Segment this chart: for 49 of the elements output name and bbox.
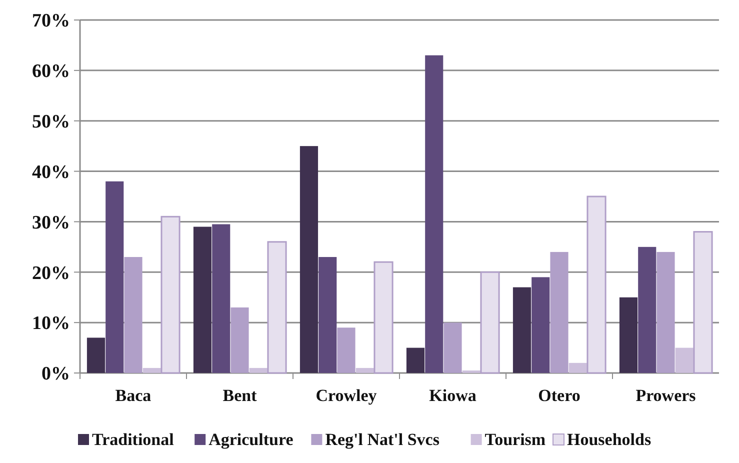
bar bbox=[318, 257, 337, 373]
bar bbox=[86, 338, 106, 373]
legend-label: Traditional bbox=[92, 430, 174, 449]
y-tick-label: 60% bbox=[32, 61, 70, 82]
x-tick-label: Otero bbox=[538, 386, 580, 405]
bar bbox=[675, 348, 694, 373]
bar bbox=[106, 181, 124, 373]
legend-label: Agriculture bbox=[208, 430, 294, 449]
x-tick-label: Bent bbox=[222, 386, 258, 405]
bar bbox=[142, 368, 161, 373]
bar bbox=[267, 241, 287, 374]
bar bbox=[193, 226, 212, 373]
bar bbox=[337, 328, 356, 373]
bar bbox=[356, 368, 374, 373]
y-tick-label: 40% bbox=[32, 162, 70, 183]
x-tick-label: Prowers bbox=[636, 386, 696, 405]
bar bbox=[249, 368, 268, 373]
bar bbox=[230, 307, 249, 373]
bar bbox=[586, 196, 606, 374]
y-tick-label: 10% bbox=[32, 313, 70, 334]
x-tick-label: Kiowa bbox=[429, 386, 477, 405]
bar bbox=[532, 277, 550, 373]
bar bbox=[160, 216, 180, 374]
x-tick-label: Crowley bbox=[316, 386, 378, 405]
bar bbox=[656, 252, 675, 373]
y-tick-label: 30% bbox=[32, 212, 70, 234]
bar bbox=[480, 271, 500, 374]
bar bbox=[212, 224, 230, 373]
legend-label: Reg'l Nat'l Svcs bbox=[325, 430, 440, 449]
bar bbox=[425, 55, 444, 373]
x-tick-label: Baca bbox=[115, 386, 152, 405]
y-tick-label: 70% bbox=[32, 10, 70, 32]
bar bbox=[512, 287, 532, 373]
bar bbox=[568, 362, 587, 373]
y-tick-label: 20% bbox=[32, 262, 70, 284]
bar bbox=[444, 322, 462, 373]
bar bbox=[619, 297, 638, 373]
bar bbox=[638, 246, 656, 373]
bar bbox=[300, 146, 318, 373]
y-tick-label: 50% bbox=[32, 112, 70, 133]
bar bbox=[550, 252, 568, 373]
bar bbox=[462, 370, 480, 373]
bar bbox=[374, 261, 394, 374]
bar bbox=[693, 231, 713, 374]
y-tick-label: 0% bbox=[42, 364, 70, 385]
legend-label: Households bbox=[567, 430, 652, 449]
bar bbox=[406, 348, 425, 373]
bar bbox=[124, 257, 142, 373]
legend-label: Tourism bbox=[484, 430, 546, 449]
